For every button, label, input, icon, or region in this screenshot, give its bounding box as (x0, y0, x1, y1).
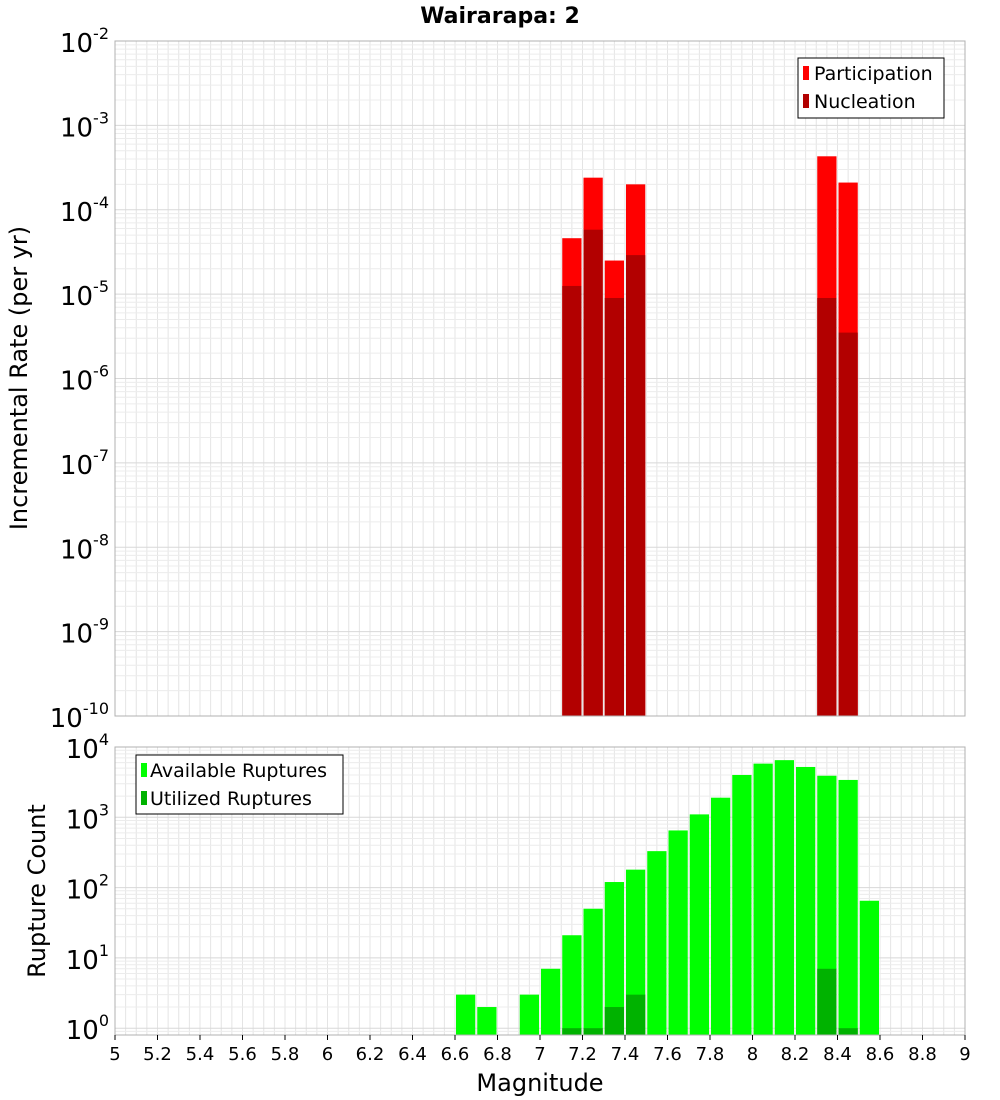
count-bar-available-ruptures (647, 851, 667, 1035)
count-bar-available-ruptures (541, 968, 561, 1035)
rate-y-tick-label: 10-9 (60, 615, 109, 650)
legend-participation: Participation (814, 63, 933, 85)
x-tick-label: 8.8 (908, 1044, 937, 1065)
x-tick-label: 8 (747, 1044, 758, 1065)
x-tick-label: 7.8 (696, 1044, 725, 1065)
x-tick-label: 7.4 (611, 1044, 640, 1065)
rate-y-tick-label: 10-4 (60, 193, 109, 228)
count-bar-available-ruptures (859, 900, 879, 1035)
top-y-ticks: 10-10 10-9 10-8 10-7 10-6 10-5 10-4 10-3 10-2 (50, 24, 109, 734)
bottom-y-ticks: 100 101 102 103 104 (66, 730, 109, 1046)
rate-bar-nucleation (583, 229, 603, 717)
count-bar-available-ruptures (711, 797, 731, 1035)
bottom-y-axis-label: Rupture Count (23, 804, 51, 978)
x-tick-label: 6.6 (441, 1044, 470, 1065)
x-tick-label: 8.2 (781, 1044, 810, 1065)
x-tick-label: 5.4 (186, 1044, 215, 1065)
count-bar-available-ruptures (838, 779, 858, 1035)
count-bar-available-ruptures (689, 814, 709, 1035)
x-tick-label: 6.4 (398, 1044, 427, 1065)
count-bar-available-ruptures (626, 869, 646, 1035)
count-bar-available-ruptures (562, 935, 582, 1035)
count-y-tick-label: 102 (66, 871, 109, 906)
rate-bar-nucleation (604, 297, 624, 716)
x-tick-label: 6.8 (483, 1044, 512, 1065)
x-tick-label: 6.2 (356, 1044, 385, 1065)
rate-bar-nucleation (817, 297, 837, 716)
rate-bar-nucleation (626, 255, 646, 716)
bottom-legend: Available Ruptures Utilized Ruptures (135, 754, 344, 815)
rate-y-tick-label: 10-3 (60, 108, 109, 143)
count-bar-available-ruptures (774, 760, 794, 1035)
count-bar-utilized-ruptures (583, 1028, 603, 1035)
rate-bar-nucleation (838, 332, 858, 716)
rate-y-tick-label: 10-10 (50, 699, 109, 734)
count-bar-utilized-ruptures (626, 994, 646, 1035)
top-plot-frame (114, 40, 966, 717)
count-bar-available-ruptures (477, 1007, 497, 1035)
x-tick-label: 5.8 (271, 1044, 300, 1065)
count-bar-utilized-ruptures (838, 1028, 858, 1035)
count-bar-available-ruptures (668, 830, 688, 1035)
x-tick-label: 8.6 (866, 1044, 895, 1065)
count-bar-available-ruptures (732, 774, 752, 1035)
count-bar-utilized-ruptures (817, 968, 837, 1035)
count-y-tick-label: 101 (66, 941, 109, 976)
rate-y-tick-label: 10-5 (60, 277, 109, 312)
x-tick-label: 9 (959, 1044, 970, 1065)
x-tick-label: 6 (322, 1044, 333, 1065)
rate-bar-nucleation (562, 285, 582, 716)
x-axis-label: Magnitude (476, 1069, 603, 1097)
top-y-axis-label: Incremental Rate (per yr) (5, 226, 33, 530)
available-swatch (141, 763, 147, 777)
bottom-legend-box (135, 754, 344, 815)
top-bars (562, 156, 858, 717)
count-y-tick-label: 100 (66, 1011, 109, 1046)
legend-utilized: Utilized Ruptures (150, 788, 312, 810)
x-tick-label: 5.6 (228, 1044, 257, 1065)
x-tick-label: 7.2 (568, 1044, 597, 1065)
count-y-tick-label: 103 (66, 800, 109, 835)
count-bar-available-ruptures (519, 994, 539, 1035)
count-bar-available-ruptures (796, 766, 816, 1035)
x-tick-label: 5 (109, 1044, 120, 1065)
rate-y-tick-label: 10-7 (60, 446, 109, 481)
participation-swatch (803, 66, 809, 80)
count-bar-available-ruptures (583, 908, 603, 1035)
count-bar-available-ruptures (604, 882, 624, 1035)
nucleation-swatch (803, 94, 809, 108)
legend-nucleation: Nucleation (814, 91, 916, 113)
count-bar-utilized-ruptures (562, 1028, 582, 1035)
x-tick-label: 5.2 (143, 1044, 172, 1065)
utilized-swatch (141, 791, 147, 805)
count-bar-utilized-ruptures (604, 1007, 624, 1035)
top-legend: Participation Nucleation (797, 57, 945, 119)
count-bar-available-ruptures (753, 763, 773, 1035)
rate-y-tick-label: 10-8 (60, 530, 109, 565)
legend-available: Available Ruptures (150, 760, 327, 782)
top-legend-box (797, 57, 945, 119)
count-y-tick-label: 104 (66, 730, 109, 765)
bottom-bars (456, 760, 879, 1035)
top-grid (114, 40, 966, 717)
x-tick-label: 7 (534, 1044, 545, 1065)
count-bar-available-ruptures (456, 994, 476, 1035)
rate-y-tick-label: 10-6 (60, 362, 109, 397)
x-ticks: 5 5.2 5.4 5.6 5.8 6 6.2 6.4 6.6 6.8 7 7.2 7.4 7.6 7.8 8… (109, 1035, 971, 1065)
x-tick-label: 7.6 (653, 1044, 682, 1065)
rate-y-tick-label: 10-2 (60, 24, 109, 59)
x-tick-label: 8.4 (823, 1044, 852, 1065)
chart-title: Wairarapa: 2 (420, 4, 580, 29)
